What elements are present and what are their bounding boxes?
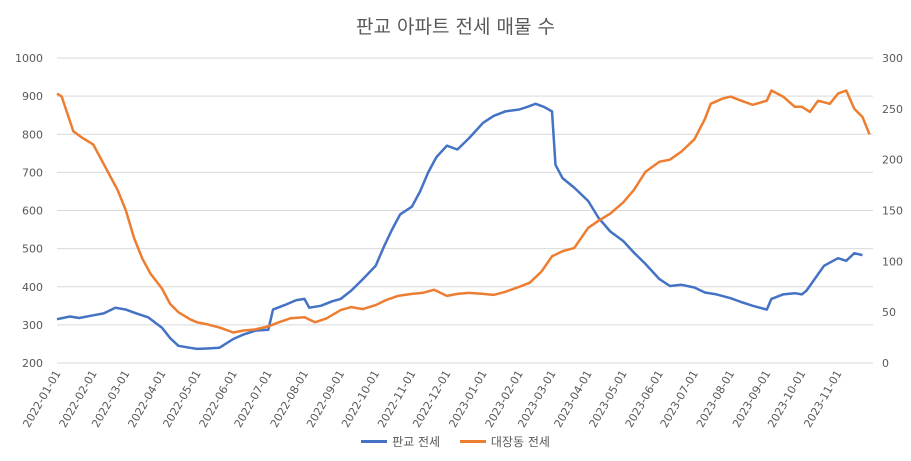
y-right-tick-label: 50 xyxy=(882,306,896,319)
legend-swatch-series-2 xyxy=(459,440,486,443)
legend-item-series-2: 대장동 전세 xyxy=(459,433,550,450)
y-left-tick-label: 900 xyxy=(22,90,43,103)
y-left-tick-label: 300 xyxy=(22,319,43,332)
legend-label-series-1: 판교 전세 xyxy=(392,435,441,449)
y-right-tick-label: 250 xyxy=(882,103,903,116)
y-left-tick-label: 400 xyxy=(22,281,43,294)
y-left-tick-label: 200 xyxy=(22,357,43,370)
series-line-2 xyxy=(56,89,871,334)
chart-title: 판교 아파트 전세 매물 수 xyxy=(356,16,555,38)
legend-swatch-series-1 xyxy=(361,440,388,443)
legend-item-series-1: 판교 전세 xyxy=(361,433,440,450)
y-right-tick-label: 100 xyxy=(882,255,903,268)
y-right-tick-label: 0 xyxy=(882,357,889,370)
y-right-tick-label: 300 xyxy=(882,52,903,65)
y-left-tick-label: 600 xyxy=(22,205,43,218)
y-left-tick-label: 1000 xyxy=(15,52,43,65)
legend-label-series-2: 대장동 전세 xyxy=(490,435,550,449)
y-left-tick-label: 800 xyxy=(22,128,43,141)
series-line-1 xyxy=(56,102,863,351)
y-right-tick-label: 200 xyxy=(882,154,903,167)
x-tick-label: 2023-11-01 xyxy=(801,368,844,430)
y-right-tick-label: 150 xyxy=(882,205,903,218)
y-left-tick-label: 500 xyxy=(22,243,43,256)
legend: 판교 전세 대장동 전세 xyxy=(0,432,911,450)
y-left-tick-label: 700 xyxy=(22,166,43,179)
